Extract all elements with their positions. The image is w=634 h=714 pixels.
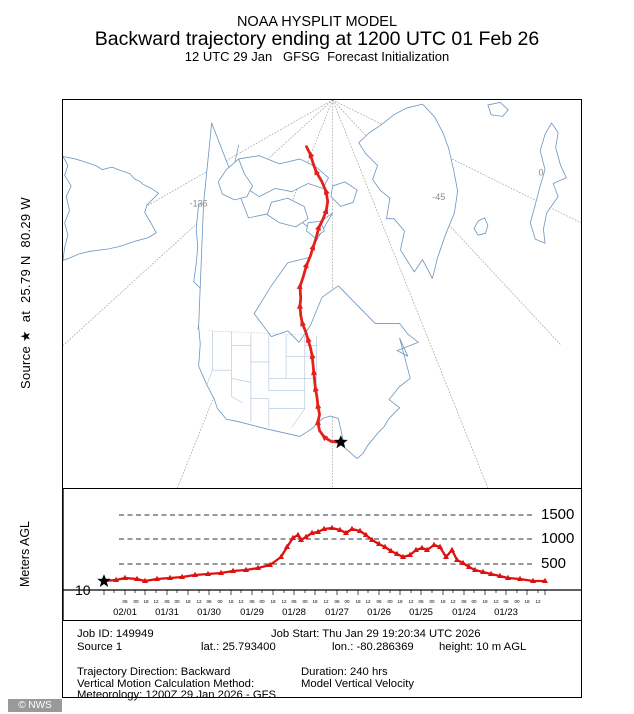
svg-text:12: 12 (450, 599, 456, 604)
svg-text:00: 00 (514, 599, 520, 604)
svg-text:1500: 1500 (541, 506, 574, 523)
svg-text:12: 12 (323, 599, 329, 604)
svg-text:06: 06 (334, 599, 340, 604)
svg-text:12: 12 (281, 599, 287, 604)
svg-text:01/25: 01/25 (409, 607, 433, 618)
svg-text:01/24: 01/24 (452, 607, 476, 618)
svg-text:06: 06 (503, 599, 509, 604)
svg-text:12: 12 (408, 599, 414, 604)
svg-text:06: 06 (461, 599, 467, 604)
svg-text:00: 00 (344, 599, 350, 604)
svg-text:18: 18 (397, 599, 403, 604)
svg-text:12: 12 (196, 599, 202, 604)
svg-text:12: 12 (535, 599, 541, 604)
svg-text:-135: -135 (190, 198, 208, 208)
svg-text:02/01: 02/01 (113, 607, 137, 618)
svg-text:06: 06 (249, 599, 255, 604)
svg-text:00: 00 (387, 599, 393, 604)
svg-text:1000: 1000 (541, 530, 574, 547)
svg-text:18: 18 (482, 599, 488, 604)
svg-text:18: 18 (228, 599, 234, 604)
svg-text:00: 00 (174, 599, 180, 604)
svg-text:0: 0 (539, 167, 544, 177)
svg-text:01/26: 01/26 (367, 607, 391, 618)
svg-text:06: 06 (206, 599, 212, 604)
svg-text:18: 18 (185, 599, 191, 604)
svg-text:06: 06 (164, 599, 170, 604)
svg-text:01/27: 01/27 (325, 607, 349, 618)
svg-text:18: 18 (524, 599, 530, 604)
svg-text:12: 12 (153, 599, 159, 604)
svg-text:01/28: 01/28 (282, 607, 306, 618)
svg-text:01/29: 01/29 (240, 607, 264, 618)
svg-text:10: 10 (75, 582, 91, 598)
svg-text:18: 18 (270, 599, 276, 604)
svg-text:00: 00 (133, 599, 139, 604)
svg-text:00: 00 (429, 599, 435, 604)
svg-text:06: 06 (122, 599, 128, 604)
svg-text:12: 12 (238, 599, 244, 604)
svg-text:06: 06 (376, 599, 382, 604)
svg-text:18: 18 (440, 599, 446, 604)
svg-text:12: 12 (493, 599, 499, 604)
svg-text:00: 00 (471, 599, 477, 604)
svg-text:12: 12 (365, 599, 371, 604)
svg-text:06: 06 (291, 599, 297, 604)
svg-text:18: 18 (143, 599, 149, 604)
svg-text:18: 18 (312, 599, 318, 604)
svg-text:01/23: 01/23 (494, 607, 518, 618)
svg-text:-45: -45 (432, 192, 445, 202)
svg-text:00: 00 (302, 599, 308, 604)
svg-text:01/30: 01/30 (197, 607, 221, 618)
svg-text:18: 18 (355, 599, 361, 604)
svg-text:500: 500 (541, 555, 566, 572)
svg-text:06: 06 (418, 599, 424, 604)
svg-text:00: 00 (217, 599, 223, 604)
svg-text:00: 00 (259, 599, 265, 604)
svg-text:01/31: 01/31 (155, 607, 179, 618)
